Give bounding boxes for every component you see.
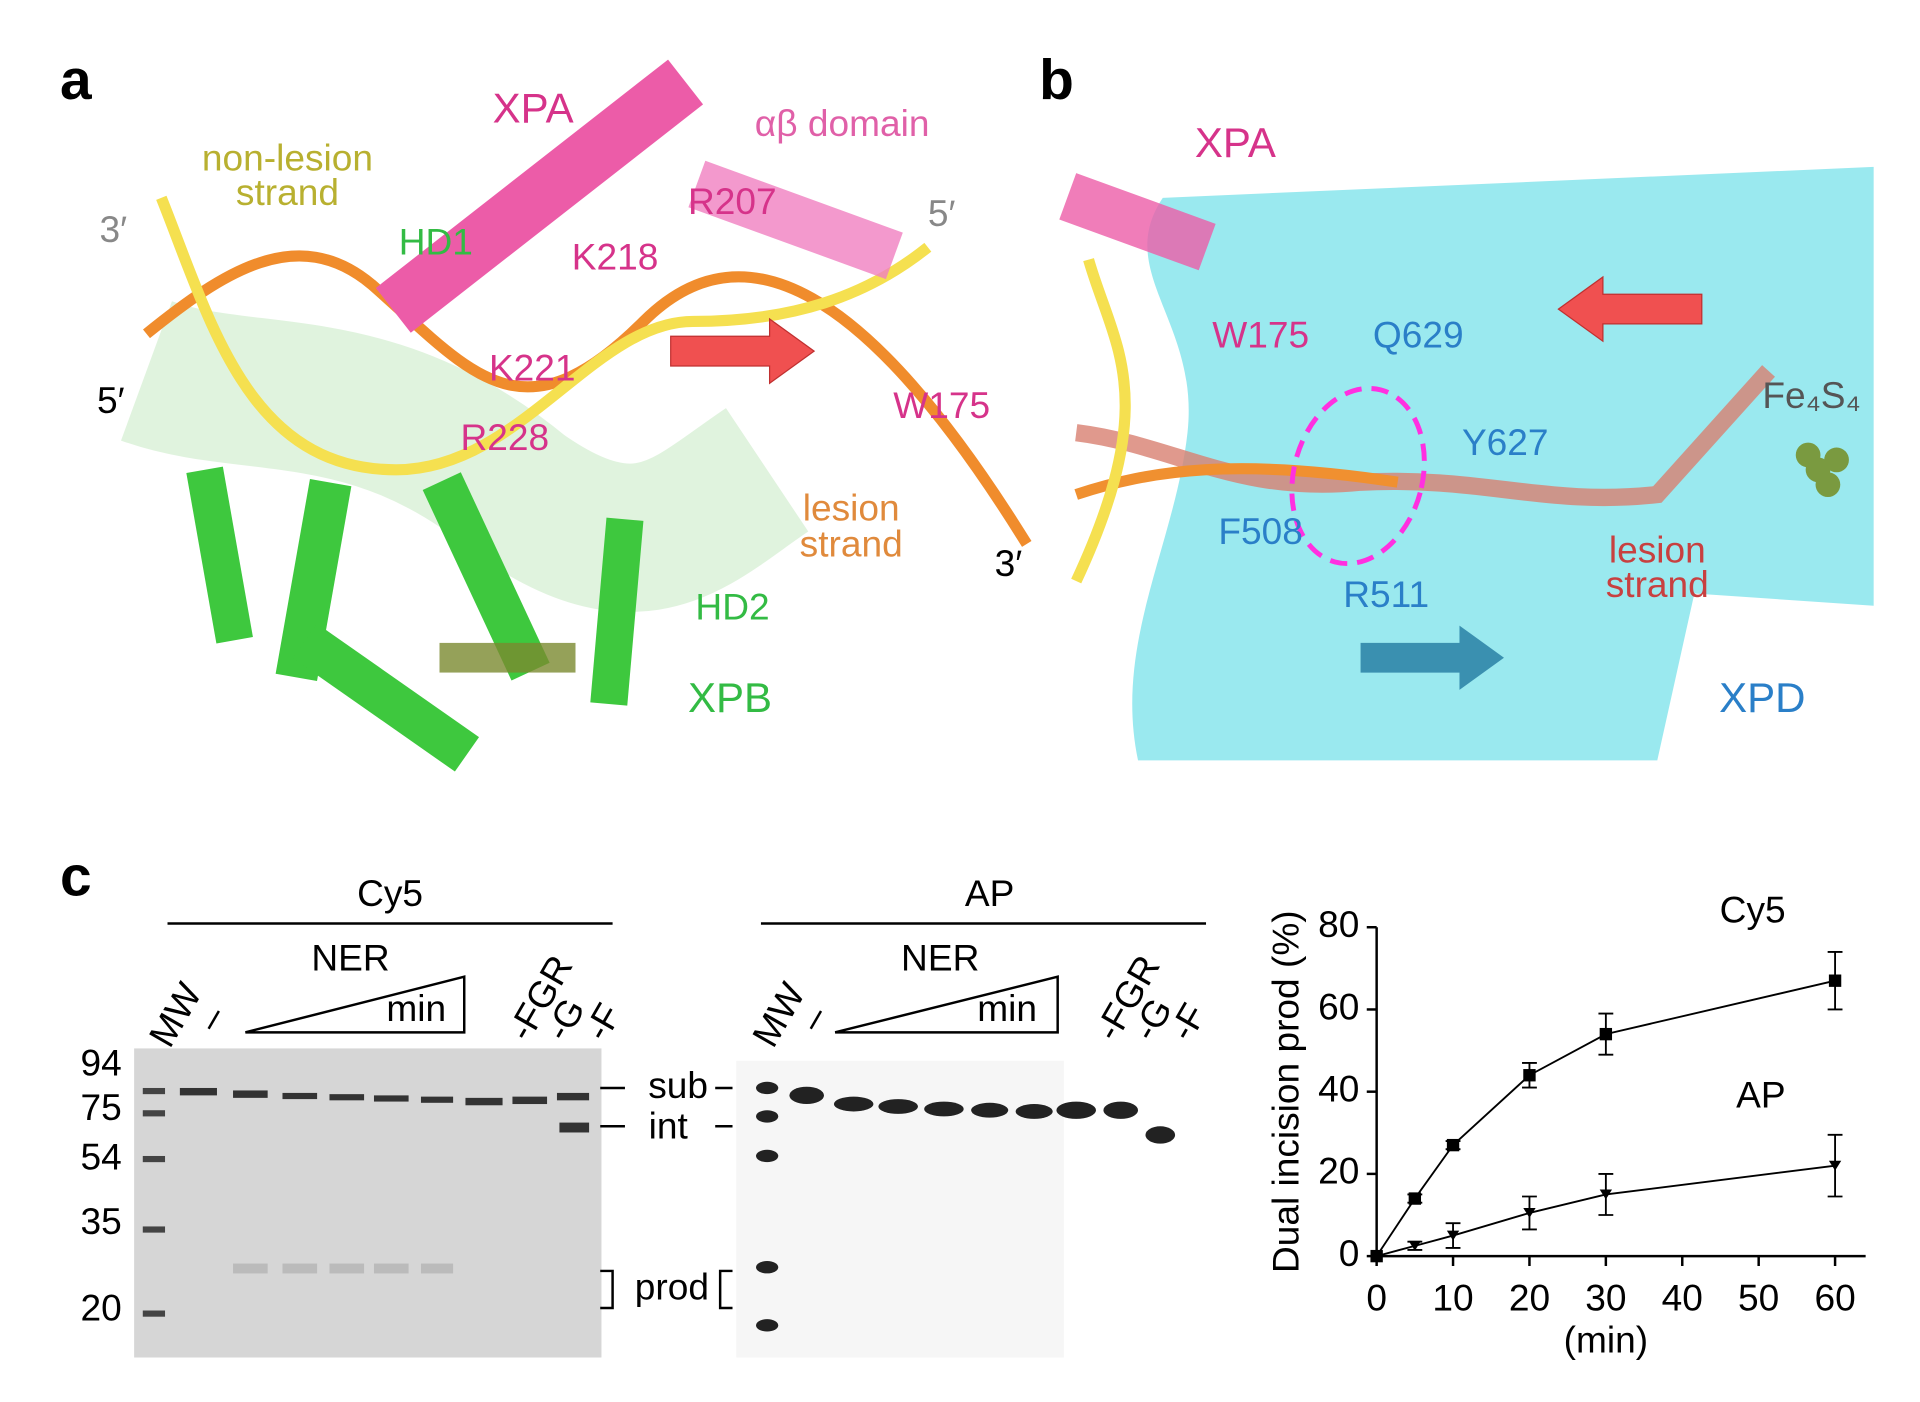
label: HD2 xyxy=(695,585,769,627)
marker xyxy=(1408,1240,1422,1251)
label: min xyxy=(386,987,446,1029)
y-tick-label: 0 xyxy=(1339,1232,1360,1274)
residue: R207 xyxy=(688,180,777,222)
y-tick-label: 20 xyxy=(1318,1150,1359,1192)
marker-label: 35 xyxy=(81,1200,122,1242)
label: strand xyxy=(800,522,903,564)
series-line xyxy=(1376,1164,1836,1258)
series-label: AP xyxy=(1736,1073,1785,1115)
panel-label: c xyxy=(60,845,92,908)
label: HD1 xyxy=(399,221,473,263)
y-tick-label: 60 xyxy=(1318,985,1359,1027)
band-label: int xyxy=(649,1105,689,1147)
residue: W175 xyxy=(893,384,990,426)
residue: Y627 xyxy=(1462,421,1549,463)
gel-annotations xyxy=(167,922,1207,1310)
series-line xyxy=(1375,979,1836,1257)
residue: F508 xyxy=(1218,510,1303,552)
marker xyxy=(1446,1230,1460,1241)
residue: K221 xyxy=(489,347,576,389)
label: XPD xyxy=(1719,674,1805,721)
marker-label: 94 xyxy=(81,1042,122,1084)
label: lesion xyxy=(803,486,900,528)
label: strand xyxy=(236,171,339,213)
label: 3′ xyxy=(995,542,1023,584)
structure-a xyxy=(121,59,1037,779)
label: XPB xyxy=(688,674,772,721)
panel-label: a xyxy=(60,49,92,112)
label: XPA xyxy=(1195,119,1276,166)
marker xyxy=(1408,1192,1422,1205)
x-tick-label: 50 xyxy=(1738,1276,1779,1318)
label: NER xyxy=(311,936,389,978)
x-tick-label: 0 xyxy=(1366,1276,1387,1318)
x-tick-label: 30 xyxy=(1585,1276,1626,1318)
residue: Q629 xyxy=(1373,313,1464,355)
label: min xyxy=(977,987,1037,1029)
lane-label: – xyxy=(789,998,836,1037)
structure-b xyxy=(1059,166,1874,761)
y-axis-title: Dual incision prod (%) xyxy=(1265,910,1307,1273)
marker xyxy=(1828,974,1842,987)
marker-label: 54 xyxy=(81,1135,122,1177)
x-axis-title: (min) xyxy=(1564,1318,1648,1360)
label: 5′ xyxy=(928,192,956,234)
lane-label: -F xyxy=(1160,996,1214,1047)
x-tick-label: 60 xyxy=(1814,1276,1855,1318)
gel-title: Cy5 xyxy=(357,872,423,914)
gel-images xyxy=(134,1048,1176,1358)
residue: W175 xyxy=(1212,313,1309,355)
label: strand xyxy=(1606,563,1709,605)
x-tick-label: 40 xyxy=(1662,1276,1703,1318)
labels: a XPA αβ domain non-lesion strand 3′ 5′ … xyxy=(60,49,1861,1328)
marker xyxy=(1370,1251,1383,1262)
band-label: prod xyxy=(635,1265,709,1307)
marker xyxy=(1446,1138,1460,1152)
label: Fe₄S₄ xyxy=(1762,374,1860,416)
panel-label: b xyxy=(1039,49,1074,112)
marker-label: 75 xyxy=(81,1086,122,1128)
y-tick-label: 40 xyxy=(1318,1067,1359,1109)
x-tick-label: 10 xyxy=(1432,1276,1473,1318)
x-tick-label: 20 xyxy=(1509,1276,1550,1318)
label: non-lesion xyxy=(202,137,373,179)
label: NER xyxy=(901,936,979,978)
residue: R228 xyxy=(461,416,550,458)
marker xyxy=(1599,1027,1613,1041)
label: 3′ xyxy=(100,208,128,250)
lane-label: – xyxy=(187,998,234,1037)
label: αβ domain xyxy=(755,102,930,144)
y-tick-label: 80 xyxy=(1318,903,1359,945)
gel-title: AP xyxy=(965,872,1014,914)
label: XPA xyxy=(493,84,574,131)
series-label: Cy5 xyxy=(1720,888,1786,930)
residue: K218 xyxy=(572,235,659,277)
marker-label: 20 xyxy=(81,1286,122,1328)
residue: R511 xyxy=(1343,573,1429,615)
label: lesion xyxy=(1609,528,1706,570)
label: 5′ xyxy=(97,379,125,421)
marker xyxy=(1828,1160,1842,1171)
band-label: sub xyxy=(648,1064,708,1106)
marker xyxy=(1523,1208,1536,1218)
lane-label: -F xyxy=(576,996,630,1047)
marker xyxy=(1599,1189,1613,1200)
marker xyxy=(1523,1069,1536,1082)
